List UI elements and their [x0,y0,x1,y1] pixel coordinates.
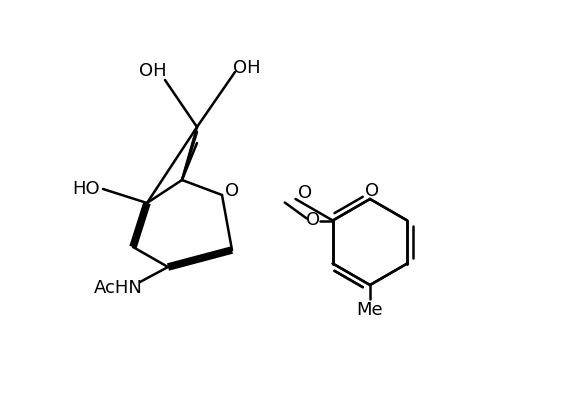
Text: O: O [306,211,320,229]
Text: O: O [365,181,379,200]
Text: O: O [298,183,312,202]
Text: OH: OH [139,62,167,80]
Text: O: O [225,181,239,200]
Text: OH: OH [233,59,261,77]
Text: Me: Me [357,300,383,318]
Text: HO: HO [72,179,100,198]
Text: AcHN: AcHN [94,278,142,296]
